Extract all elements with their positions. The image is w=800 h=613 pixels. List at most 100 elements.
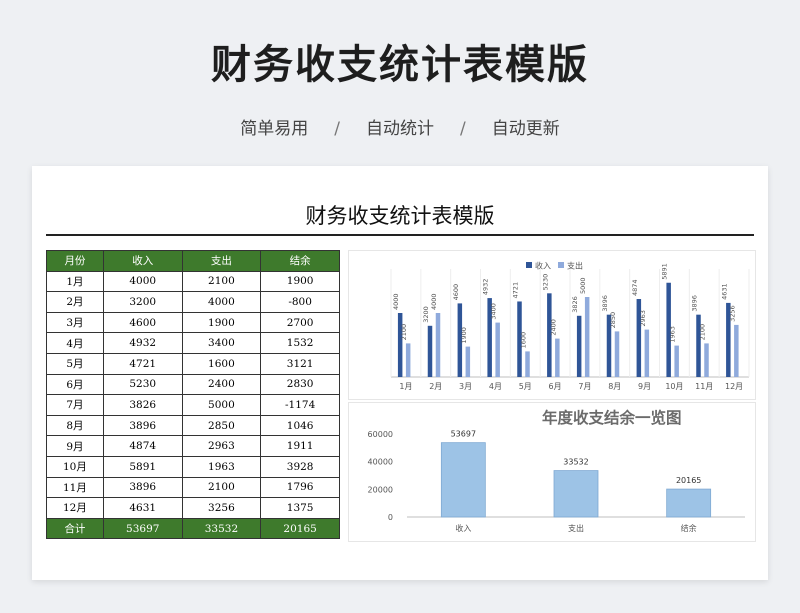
- cell-expense: 5000: [181, 394, 262, 416]
- income-bar: [726, 302, 731, 377]
- cell-month: 2月: [46, 291, 104, 313]
- cell-month: 7月: [46, 394, 104, 416]
- summary-data-label: 20165: [676, 476, 701, 485]
- x-tick-label: 1月: [399, 382, 412, 391]
- income-data-label: 4600: [452, 284, 460, 301]
- expense-bar: [465, 346, 471, 377]
- cell-income: 4874: [102, 435, 183, 457]
- total-income: 53697: [102, 517, 183, 540]
- tag-easy: 简单易用: [240, 119, 309, 139]
- expense-bar: [555, 338, 560, 377]
- x-tick-label: 2月: [429, 382, 442, 391]
- cell-month: 4月: [46, 332, 104, 354]
- expense-data-label: 2400: [549, 319, 557, 336]
- income-bar: [696, 314, 701, 377]
- cell-month: 6月: [46, 373, 104, 396]
- expense-bar: [495, 322, 500, 377]
- cell-expense: 4000: [181, 291, 262, 313]
- cell-month: 9月: [46, 435, 104, 457]
- x-tick-label: 6月: [549, 382, 562, 391]
- cell-income: 4000: [102, 270, 183, 293]
- table-row: 9月 4874 2963 1911: [46, 435, 340, 457]
- expense-bar: [734, 324, 739, 377]
- table-row: 5月 4721 1600 3121: [46, 352, 340, 375]
- cell-income: 3896: [102, 476, 183, 499]
- cell-income: 5891: [102, 455, 183, 478]
- table-row: 3月 4600 1900 2700: [46, 311, 340, 334]
- cell-expense: 1900: [181, 311, 262, 334]
- cell-month: 8月: [46, 414, 104, 437]
- cell-month: 1月: [46, 270, 104, 293]
- cell-balance: 2700: [260, 311, 340, 334]
- summary-chart-title: 年度收支结余一览图: [542, 408, 682, 427]
- summary-chart-svg: 年度收支结余一览图 0 20000 40000 60000 53697 收入 33532 支出 2…: [368, 408, 745, 533]
- cell-income: 3200: [102, 291, 183, 313]
- summary-bar: [666, 488, 712, 518]
- cell-month: 11月: [46, 476, 104, 499]
- table-row: 10月 5891 1963 3928: [46, 455, 340, 478]
- expense-data-label: 3400: [490, 303, 498, 320]
- cell-balance: 1375: [260, 497, 340, 519]
- cell-income: 3896: [102, 414, 183, 437]
- x-tick-label: 10月: [665, 382, 683, 391]
- expense-data-label: 2100: [699, 324, 707, 341]
- income-bar: [576, 315, 582, 377]
- income-data-label: 4932: [482, 279, 490, 296]
- x-tick-label: 收入: [455, 523, 471, 533]
- cell-expense: 2100: [181, 476, 262, 499]
- cell-balance: 1911: [260, 435, 340, 457]
- income-data-label: 4721: [512, 282, 520, 299]
- expense-data-label: 5000: [579, 277, 587, 294]
- expense-bar: [584, 297, 590, 377]
- cell-month: 12月: [46, 497, 104, 519]
- cell-income: 3826: [102, 394, 183, 416]
- hero-title: 财务收支统计表模版: [211, 42, 589, 88]
- x-tick-label: 支出: [568, 523, 584, 533]
- cell-income: 5230: [102, 373, 183, 396]
- cell-income: 4631: [102, 497, 183, 519]
- header-expense: 支出: [181, 250, 262, 272]
- expense-data-label: 1900: [460, 327, 468, 344]
- tag-separator: /: [460, 119, 466, 139]
- table-row: 6月 5230 2400 2830: [46, 373, 340, 396]
- header-balance: 结余: [260, 250, 340, 272]
- cell-balance: 1796: [260, 476, 340, 499]
- chart-legend: 收入 支出: [526, 261, 583, 271]
- table-row: 12月 4631 3256 1375: [46, 497, 340, 519]
- table-total-row: 合计 53697 33532 20165: [46, 517, 340, 540]
- x-tick-label: 7月: [578, 382, 591, 391]
- cell-expense: 3256: [181, 497, 262, 519]
- income-bar: [487, 298, 492, 377]
- cell-income: 4721: [102, 352, 183, 375]
- income-data-label: 4874: [631, 279, 639, 296]
- y-tick-label: 20000: [368, 485, 393, 494]
- table-row: 1月 4000 2100 1900: [46, 270, 340, 293]
- income-data-label: 3826: [571, 296, 579, 313]
- income-data-label: 3200: [422, 306, 430, 323]
- cell-expense: 2400: [181, 373, 262, 396]
- cell-expense: 1963: [181, 455, 262, 478]
- spreadsheet-preview: 财务收支统计表模版 月份 收入 支出 结余 1月 4000 2100 1900 2月 32…: [32, 166, 768, 580]
- income-data-label: 3896: [601, 295, 609, 312]
- expense-bar: [435, 313, 441, 377]
- expense-bar: [644, 329, 650, 377]
- income-bar: [427, 325, 433, 377]
- cell-balance: 1046: [260, 414, 340, 437]
- hero-subtitle: 简单易用 / 自动统计 / 自动更新: [0, 114, 800, 139]
- table-row: 7月 3826 5000 -1174: [46, 394, 340, 416]
- summary-bar: [553, 470, 599, 518]
- expense-data-label: 1600: [520, 332, 528, 349]
- monthly-income-expense-chart: 收入 支出 4000 2100 1月 3200 4000 2月 4600 1900 3月 4932 34…: [348, 250, 756, 400]
- total-balance: 20165: [260, 517, 340, 540]
- income-bar: [666, 282, 671, 377]
- income-bar: [397, 313, 403, 377]
- expense-data-label: 2963: [639, 310, 647, 327]
- x-tick-label: 5月: [519, 382, 532, 391]
- expense-bar: [614, 331, 620, 377]
- income-bar: [636, 299, 642, 377]
- cell-balance: 1900: [260, 270, 340, 293]
- x-tick-label: 11月: [695, 382, 713, 391]
- summary-data-label: 33532: [563, 458, 588, 467]
- cell-expense: 1600: [181, 352, 262, 375]
- expense-bar: [525, 351, 530, 377]
